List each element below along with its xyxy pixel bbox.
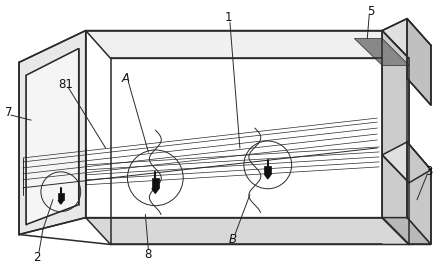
- Polygon shape: [382, 31, 409, 244]
- Text: B: B: [229, 233, 237, 246]
- Polygon shape: [382, 142, 431, 183]
- Bar: [264, 166, 271, 174]
- Polygon shape: [354, 39, 409, 65]
- Polygon shape: [85, 31, 409, 59]
- Text: 8: 8: [145, 248, 152, 261]
- Text: 1: 1: [224, 11, 232, 24]
- Text: 2: 2: [33, 251, 41, 264]
- Text: A: A: [121, 72, 129, 85]
- Polygon shape: [382, 218, 431, 244]
- Polygon shape: [26, 48, 79, 225]
- Bar: [58, 193, 64, 200]
- Polygon shape: [58, 200, 63, 204]
- Polygon shape: [85, 218, 409, 244]
- Polygon shape: [19, 31, 85, 235]
- Text: 7: 7: [5, 106, 13, 119]
- Polygon shape: [407, 18, 431, 105]
- Text: 5: 5: [368, 5, 375, 18]
- Polygon shape: [382, 18, 431, 59]
- Text: 81: 81: [58, 78, 73, 91]
- Bar: [152, 178, 159, 188]
- Polygon shape: [152, 189, 159, 193]
- Polygon shape: [265, 175, 271, 179]
- Text: 3: 3: [425, 165, 433, 178]
- Polygon shape: [407, 142, 431, 244]
